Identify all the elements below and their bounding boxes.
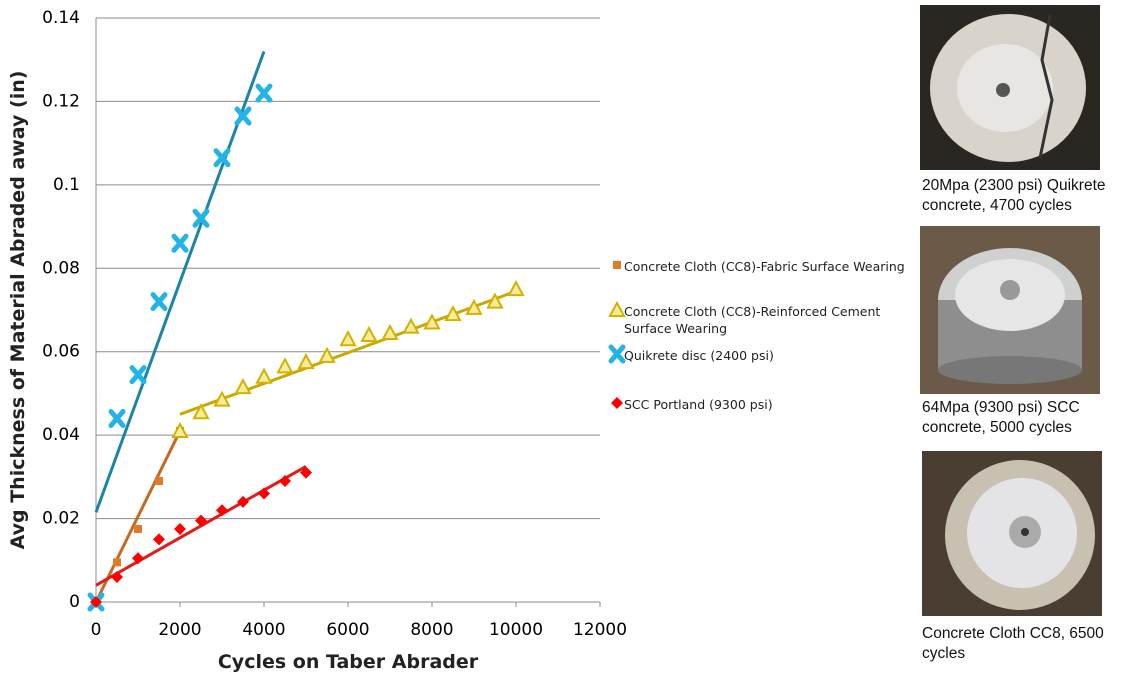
point [216,504,228,516]
trendline [96,431,180,602]
chart: Avg Thickness of Material Abraded away (… [0,0,1135,681]
y-tick-label: 0.04 [42,425,80,445]
y-tick-label: 0.06 [42,342,80,362]
legend-label: Quikrete disc (2400 psi) [624,347,914,364]
x-tick-label: 2000 [158,620,201,640]
page: {"chart_data": {"type": "scatter", "ylab… [0,0,1135,681]
point [257,370,271,383]
point [132,368,144,382]
trendline [180,291,516,414]
y-tick-label: 0.1 [53,175,80,195]
y-axis-title: Avg Thickness of Material Abraded away (… [7,71,29,550]
point [299,355,313,368]
y-tick-label: 0.12 [42,91,80,111]
point [174,236,186,250]
x-tick-label: 10000 [489,620,543,640]
photo-caption: Concrete Cloth CC8, 6500 cycles [922,624,1122,664]
photo [920,226,1100,394]
x-axis-title: Cycles on Taber Abrader [218,651,479,673]
point [425,316,439,329]
legend-label: SCC Portland (9300 psi) [624,396,914,413]
photo-caption: 64Mpa (9300 psi) SCC concrete, 5000 cycl… [922,398,1122,438]
x-tick-label: 12000 [573,620,627,640]
point [509,282,523,295]
point [153,295,165,309]
x-tick-label: 4000 [242,620,285,640]
x-tick-label: 8000 [410,620,453,640]
point [258,86,270,100]
legend-marker [611,347,623,361]
y-tick-label: 0.02 [42,509,80,529]
photo [920,5,1100,170]
point [320,349,334,362]
point [236,380,250,393]
point [153,533,165,545]
point [383,326,397,339]
point [404,320,418,333]
legend-label: Concrete Cloth (CC8)-Reinforced Cement S… [624,303,914,337]
point [362,328,376,341]
legend-marker [613,261,621,269]
point [113,558,121,566]
point [341,332,355,345]
photo [922,451,1102,616]
x-tick-label: 0 [91,620,102,640]
point [111,411,123,425]
point [174,523,186,535]
y-tick-label: 0.14 [42,8,80,28]
x-tick-label: 6000 [326,620,369,640]
point [278,359,292,372]
legend-marker [610,303,624,316]
point [134,525,142,533]
legend-marker [611,397,623,409]
y-tick-label: 0.08 [42,258,80,278]
point [173,424,187,437]
y-tick-label: 0 [69,592,80,612]
point [155,477,163,485]
photo-caption: 20Mpa (2300 psi) Quikrete concrete, 4700… [922,176,1122,216]
legend-label: Concrete Cloth (CC8)-Fabric Surface Wear… [624,258,914,275]
